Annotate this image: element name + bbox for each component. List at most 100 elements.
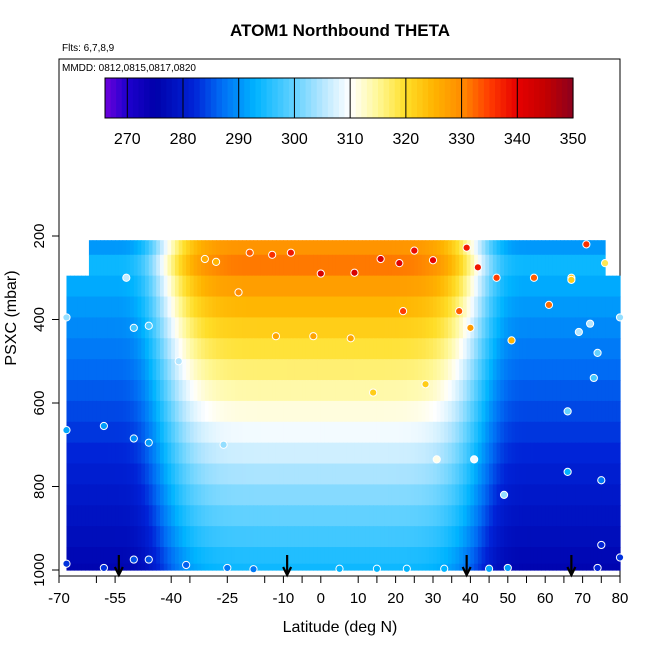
heatmap-cell <box>537 400 543 423</box>
heatmap-cell <box>313 484 318 506</box>
heatmap-cell <box>216 505 221 527</box>
colorbar-swatch <box>361 78 368 118</box>
heatmap-cell <box>249 421 255 444</box>
colorbar-tick-label: 330 <box>448 131 475 148</box>
colorbar-swatch <box>266 78 273 118</box>
x-tick-label: 60 <box>537 590 554 607</box>
heatmap-cell <box>361 317 367 339</box>
heatmap-cell <box>152 275 157 298</box>
heatmap-cell <box>159 254 165 277</box>
heatmap-cell <box>159 275 165 298</box>
heatmap-cell <box>88 400 94 423</box>
heatmap-cell <box>268 317 273 339</box>
heatmap-cell <box>414 380 419 402</box>
heatmap-cell <box>174 254 180 277</box>
heatmap-cell <box>504 547 509 565</box>
heatmap-cell <box>260 275 266 298</box>
heatmap-cell <box>328 254 333 277</box>
heatmap-cell <box>459 359 464 381</box>
heatmap-cell <box>477 359 483 381</box>
heatmap-cell <box>489 505 494 527</box>
heatmap-cell <box>425 463 430 486</box>
heatmap-cell <box>511 563 516 571</box>
heatmap-cell <box>515 254 520 277</box>
heatmap-cell <box>107 442 112 465</box>
heatmap-cell <box>492 359 498 381</box>
profile-point <box>249 565 258 574</box>
heatmap-cell <box>275 240 281 256</box>
heatmap-cell <box>578 275 584 298</box>
heatmap-cell <box>178 563 184 571</box>
heatmap-cell <box>208 547 213 565</box>
heatmap-cell <box>148 484 154 506</box>
heatmap-cell <box>253 400 258 423</box>
heatmap-cell <box>522 505 528 527</box>
heatmap-cell <box>541 563 546 571</box>
profile-point <box>335 564 344 573</box>
heatmap-cell <box>126 240 131 256</box>
heatmap-cell <box>451 240 457 256</box>
heatmap-cell <box>500 505 505 527</box>
heatmap-cell <box>373 463 378 486</box>
heatmap-cell <box>88 463 94 486</box>
heatmap-cell <box>590 547 595 565</box>
heatmap-cell <box>234 463 240 486</box>
heatmap-cell <box>287 359 292 381</box>
heatmap-cell <box>339 421 344 444</box>
heatmap-cell <box>294 442 299 465</box>
heatmap-cell <box>500 421 505 444</box>
heatmap-cell <box>302 442 307 465</box>
heatmap-cell <box>201 563 206 571</box>
profile-point <box>582 240 591 249</box>
heatmap-cell <box>156 338 161 360</box>
heatmap-cell <box>212 240 217 256</box>
heatmap-cell <box>395 526 400 548</box>
heatmap-cell <box>227 380 232 402</box>
heatmap-cell <box>279 547 284 565</box>
heatmap-cell <box>253 240 258 256</box>
heatmap-cell <box>346 442 352 465</box>
heatmap-cell <box>156 526 161 548</box>
heatmap-cell <box>193 442 198 465</box>
heatmap-cell <box>616 563 621 571</box>
heatmap-cell <box>485 463 490 486</box>
heatmap-cell <box>537 338 543 360</box>
heatmap-cell <box>130 526 135 548</box>
heatmap-cell <box>231 505 236 527</box>
heatmap-cell <box>556 296 561 319</box>
heatmap-cell <box>85 463 90 486</box>
heatmap-cell <box>582 463 587 486</box>
heatmap-cell <box>223 338 228 360</box>
x-tick-label: 10 <box>350 590 367 607</box>
heatmap-cell <box>309 254 314 277</box>
colorbar-swatch <box>389 78 396 118</box>
heatmap-cell <box>485 338 490 360</box>
heatmap-cell <box>447 442 453 465</box>
heatmap-cell <box>530 463 535 486</box>
heatmap-cell <box>133 240 139 256</box>
heatmap-cell <box>597 484 602 506</box>
heatmap-cell <box>332 442 337 465</box>
heatmap-cell <box>552 442 558 465</box>
heatmap-cell <box>485 275 490 298</box>
heatmap-cell <box>204 254 210 277</box>
heatmap-cell <box>227 463 232 486</box>
heatmap-cell <box>111 442 116 465</box>
heatmap-cell <box>590 505 595 527</box>
heatmap-cell <box>332 359 337 381</box>
heatmap-cell <box>96 442 101 465</box>
heatmap-cell <box>298 240 303 256</box>
y-tick-label: 600 <box>31 390 48 415</box>
heatmap-cell <box>246 317 251 339</box>
heatmap-cell <box>156 240 161 256</box>
heatmap-cell <box>145 380 150 402</box>
heatmap-cell <box>246 547 251 565</box>
heatmap-cell <box>257 240 262 256</box>
heatmap-cell <box>346 296 352 319</box>
heatmap-cell <box>406 421 412 444</box>
heatmap-cell <box>455 296 460 319</box>
heatmap-cell <box>272 296 277 319</box>
heatmap-cell <box>504 380 509 402</box>
heatmap-cell <box>298 296 303 319</box>
heatmap-cell <box>324 338 329 360</box>
